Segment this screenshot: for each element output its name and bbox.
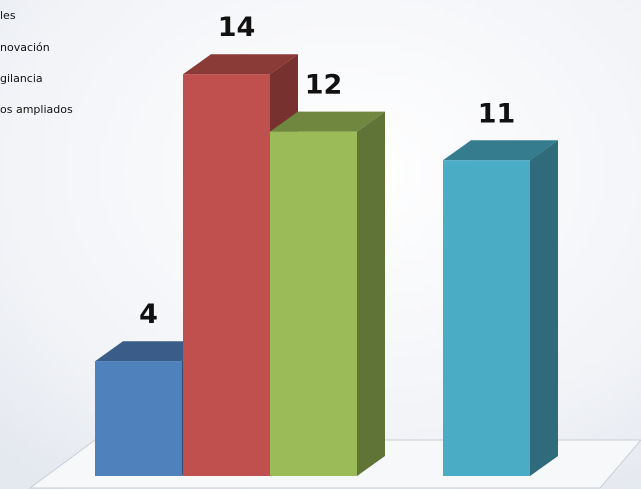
bar: [270, 111, 385, 476]
bar-front: [95, 361, 182, 476]
bar-side: [357, 111, 385, 476]
bar-top: [183, 54, 298, 75]
bar-front: [183, 74, 270, 476]
data-label: 14: [218, 12, 256, 43]
data-labels-layer: 4 14 12 11: [139, 12, 515, 330]
bar-side: [530, 140, 558, 477]
legend-item: novación: [0, 41, 50, 54]
bar-top: [95, 341, 210, 362]
bar-top: [270, 111, 385, 132]
legend-item: gilancia: [0, 72, 43, 85]
data-label: 4: [139, 299, 158, 330]
legend-item: os ampliados: [0, 103, 73, 116]
bar-top: [443, 140, 558, 161]
bars-layer: [95, 54, 558, 477]
data-label: 11: [478, 98, 516, 129]
bar-front: [443, 160, 530, 477]
data-label: 12: [305, 70, 343, 101]
bar: [443, 140, 558, 477]
bar-front: [270, 131, 357, 476]
legend-item: les: [0, 9, 16, 22]
